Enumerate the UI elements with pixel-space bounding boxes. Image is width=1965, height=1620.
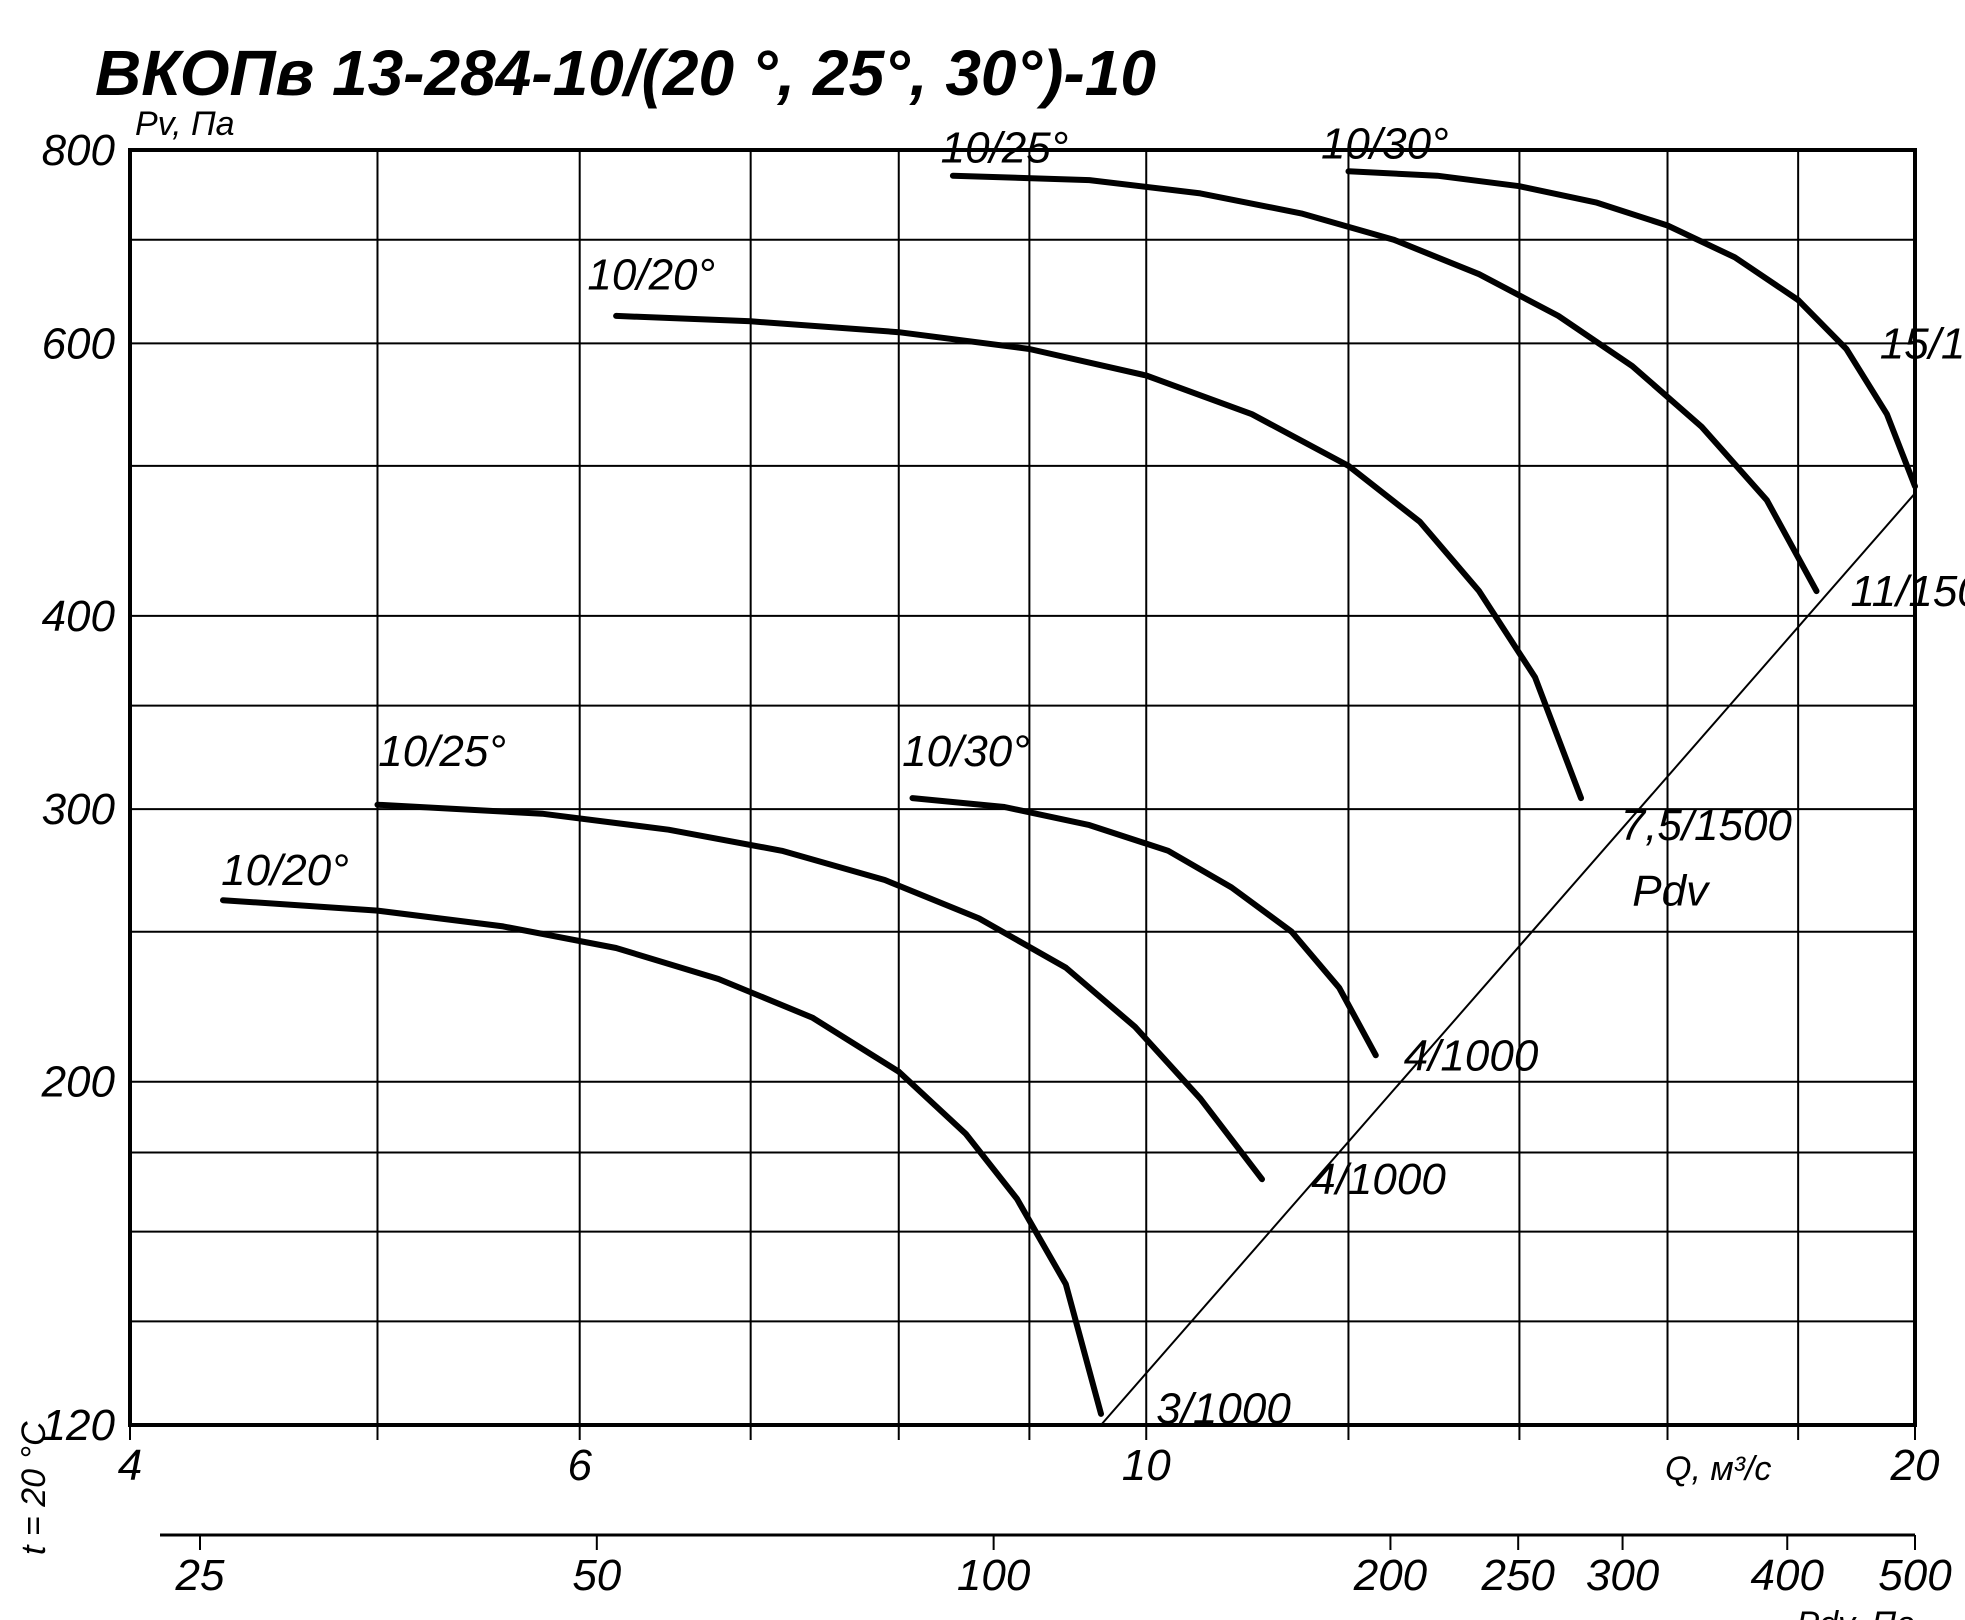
pdv-line-label: Pdv: [1632, 866, 1711, 915]
pdv-tick-label: 25: [175, 1551, 225, 1600]
curve-start-label: 10/20°: [221, 846, 349, 895]
pdv-tick-label: 300: [1586, 1551, 1660, 1600]
x-axis-q-label: Q, м³/с: [1665, 1450, 1771, 1488]
y-axis-label: Pv, Па: [135, 105, 235, 143]
y-tick-label: 200: [41, 1058, 116, 1107]
curve-end-label: 11/1500: [1850, 567, 1965, 616]
y-tick-label: 800: [42, 126, 116, 175]
curve-end-label: 4/1000: [1404, 1031, 1539, 1080]
temperature-note: t = 20 °C: [15, 1421, 53, 1555]
curve-end-label: 4/1000: [1311, 1155, 1446, 1204]
curve-end-label: 7,5/1500: [1621, 801, 1793, 850]
curve-start-label: 10/30°: [902, 727, 1030, 776]
fan-performance-chart: ВКОПв 13-284-10/(20 °, 25°, 30°)-10Pv, П…: [0, 0, 1965, 1620]
pdv-tick-label: 200: [1353, 1551, 1428, 1600]
curve-start-label: 10/30°: [1321, 119, 1449, 168]
y-tick-label: 300: [42, 785, 116, 834]
curve-start-label: 10/25°: [378, 727, 506, 776]
pdv-tick-label: 250: [1480, 1551, 1555, 1600]
curve-end-label: 15/1500: [1880, 319, 1965, 368]
x-tick-label: 10: [1122, 1441, 1171, 1490]
x-tick-label: 6: [567, 1441, 592, 1490]
pdv-tick-label: 400: [1751, 1551, 1825, 1600]
curve-start-label: 10/25°: [941, 124, 1069, 173]
pdv-tick-label: 100: [957, 1551, 1031, 1600]
pdv-tick-label: 50: [572, 1551, 621, 1600]
y-tick-label: 600: [42, 319, 116, 368]
curve-start-label: 10/20°: [587, 251, 715, 300]
x-axis-pdv-label: Pdv, Па: [1796, 1605, 1915, 1620]
y-tick-label: 400: [42, 592, 116, 641]
curve-end-label: 3/1000: [1156, 1384, 1291, 1433]
chart-title: ВКОПв 13-284-10/(20 °, 25°, 30°)-10: [95, 37, 1156, 109]
x-tick-label: 4: [118, 1441, 142, 1490]
chart-container: { "title": "ВКОПв 13-284-10/(20 °, 25°, …: [0, 0, 1965, 1620]
x-tick-label: 20: [1890, 1441, 1940, 1490]
pdv-tick-label: 500: [1878, 1551, 1952, 1600]
